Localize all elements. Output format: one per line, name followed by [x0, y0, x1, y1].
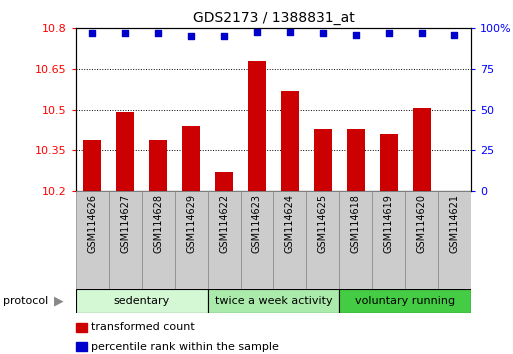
- Point: [121, 30, 129, 36]
- Bar: [215, 172, 233, 191]
- Bar: [412, 108, 430, 191]
- Bar: [116, 113, 134, 191]
- Bar: [76, 289, 208, 313]
- Text: GSM114623: GSM114623: [252, 194, 262, 253]
- Text: GSM114620: GSM114620: [417, 194, 426, 253]
- Text: percentile rank within the sample: percentile rank within the sample: [91, 342, 279, 352]
- Text: GSM114618: GSM114618: [351, 194, 361, 253]
- Bar: [438, 191, 471, 289]
- Title: GDS2173 / 1388831_at: GDS2173 / 1388831_at: [192, 11, 354, 24]
- Bar: [339, 289, 471, 313]
- Point: [286, 29, 294, 34]
- Bar: [208, 289, 339, 313]
- Point: [154, 30, 162, 36]
- Text: GSM114622: GSM114622: [219, 194, 229, 253]
- Bar: [109, 191, 142, 289]
- Point: [418, 30, 426, 36]
- Bar: [405, 191, 438, 289]
- Text: GSM114625: GSM114625: [318, 194, 328, 253]
- Text: sedentary: sedentary: [114, 296, 170, 306]
- Bar: [174, 191, 208, 289]
- Bar: [314, 129, 332, 191]
- Text: voluntary running: voluntary running: [355, 296, 455, 306]
- Text: GSM114624: GSM114624: [285, 194, 295, 253]
- Text: GSM114626: GSM114626: [87, 194, 97, 253]
- Point: [187, 34, 195, 39]
- Point: [450, 32, 459, 38]
- Bar: [149, 139, 167, 191]
- Bar: [83, 139, 102, 191]
- Text: GSM114627: GSM114627: [121, 194, 130, 253]
- Point: [319, 30, 327, 36]
- Bar: [380, 134, 398, 191]
- Point: [351, 32, 360, 38]
- Point: [88, 30, 96, 36]
- Bar: [241, 191, 273, 289]
- Text: transformed count: transformed count: [91, 322, 195, 332]
- Bar: [208, 191, 241, 289]
- Text: protocol: protocol: [3, 296, 48, 306]
- Bar: [142, 191, 174, 289]
- Bar: [248, 61, 266, 191]
- Bar: [347, 129, 365, 191]
- Bar: [339, 191, 372, 289]
- Bar: [76, 191, 109, 289]
- Text: GSM114619: GSM114619: [384, 194, 393, 253]
- Text: GSM114629: GSM114629: [186, 194, 196, 253]
- Point: [220, 34, 228, 39]
- Bar: [182, 126, 200, 191]
- Point: [385, 30, 393, 36]
- Text: twice a week activity: twice a week activity: [214, 296, 332, 306]
- Bar: [306, 191, 339, 289]
- Point: [253, 29, 261, 34]
- Text: GSM114628: GSM114628: [153, 194, 163, 253]
- Bar: [372, 191, 405, 289]
- Bar: [273, 191, 306, 289]
- Text: GSM114621: GSM114621: [449, 194, 460, 253]
- Bar: [281, 91, 299, 191]
- Text: ▶: ▶: [54, 295, 64, 307]
